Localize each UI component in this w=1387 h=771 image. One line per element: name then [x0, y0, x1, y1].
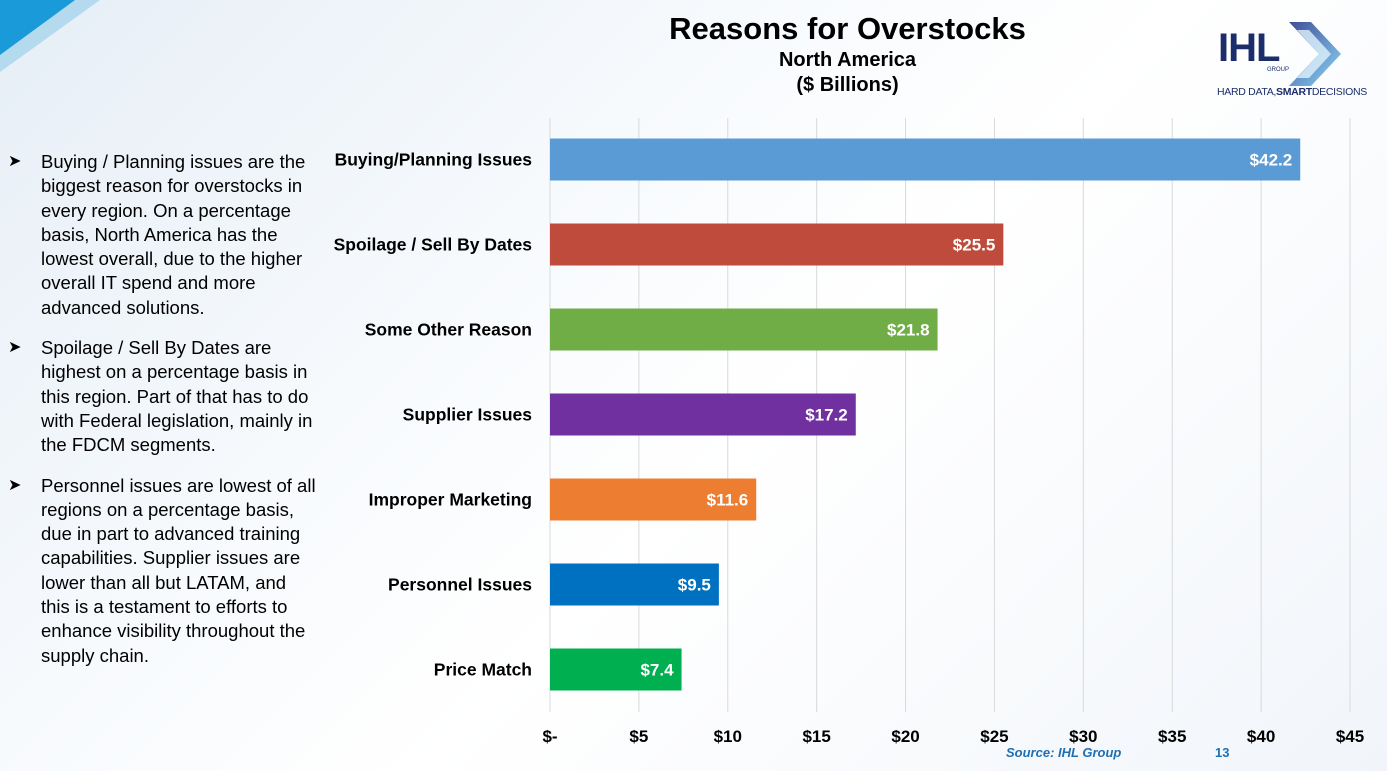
bullet-list: ➤ Buying / Planning issues are the bigge…	[8, 150, 318, 684]
x-tick-label: $15	[802, 727, 830, 746]
arrow-bullet-icon: ➤	[8, 339, 22, 357]
category-label: Personnel Issues	[388, 575, 532, 595]
bullet-item: ➤ Spoilage / Sell By Dates are highest o…	[8, 336, 318, 457]
bullet-text: Buying / Planning issues are the biggest…	[41, 151, 306, 318]
category-label: Price Match	[434, 660, 532, 680]
x-tick-label: $20	[891, 727, 919, 746]
x-tick-label: $5	[629, 727, 648, 746]
source-note: Source: IHL Group	[1006, 745, 1122, 760]
value-label: $42.2	[1250, 151, 1293, 170]
category-label: Buying/Planning Issues	[335, 150, 533, 170]
x-tick-label: $35	[1158, 727, 1186, 746]
x-tick-label: $-	[542, 727, 557, 746]
chevron-logo-icon	[1289, 22, 1341, 86]
bar	[550, 648, 682, 691]
logo-group-text: GROUP	[1267, 67, 1290, 73]
x-tick-label: $25	[980, 727, 1008, 746]
bar	[550, 223, 1004, 266]
bar	[550, 138, 1301, 181]
arrow-bullet-icon: ➤	[8, 476, 22, 494]
logo-wordmark: IHL	[1218, 26, 1280, 70]
bar	[550, 393, 856, 436]
bar	[550, 308, 938, 351]
arrow-bullet-icon: ➤	[8, 153, 22, 170]
bullet-text: Personnel issues are lowest of all regio…	[41, 474, 316, 666]
x-tick-label: $40	[1247, 727, 1275, 746]
bullet-text: Spoilage / Sell By Dates are highest on …	[41, 337, 313, 456]
corner-accent	[0, 0, 75, 55]
chart-title: Reasons for Overstocks	[669, 11, 1026, 46]
value-label: $21.8	[887, 321, 930, 340]
logo-tagline: HARD DATA,SMARTDECISIONS	[1217, 86, 1367, 98]
bar	[550, 563, 719, 606]
chart-subtitle-region: North America	[778, 49, 917, 71]
chart-title-block: Reasons for Overstocks North America ($ …	[600, 10, 1095, 98]
x-tick-label: $30	[1069, 727, 1097, 746]
x-tick-label: $10	[714, 727, 742, 746]
chart-subtitle-unit: ($ Billions)	[796, 74, 899, 96]
category-label: Some Other Reason	[365, 320, 532, 340]
bar	[550, 478, 757, 521]
category-label: Supplier Issues	[403, 405, 533, 425]
page-number: 13	[1215, 745, 1230, 760]
value-label: $25.5	[953, 236, 996, 255]
value-label: $7.4	[640, 661, 674, 680]
x-tick-label: $45	[1336, 727, 1364, 746]
value-label: $9.5	[678, 576, 711, 595]
bullet-item: ➤ Personnel issues are lowest of all reg…	[8, 474, 318, 668]
category-label: Spoilage / Sell By Dates	[334, 235, 533, 255]
value-label: $11.6	[707, 491, 749, 510]
value-label: $17.2	[805, 406, 848, 425]
ihl-logo: IHL GROUP HARD DATA,SMARTDECISIONS	[1215, 20, 1375, 100]
bullet-item: ➤ Buying / Planning issues are the bigge…	[8, 150, 318, 320]
category-label: Improper Marketing	[369, 490, 532, 510]
